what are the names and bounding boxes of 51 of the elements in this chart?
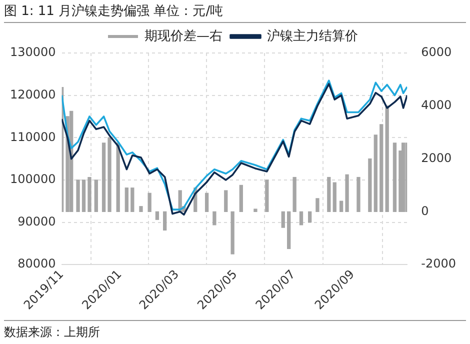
bar — [230, 211, 234, 254]
bar — [308, 211, 312, 223]
bar — [155, 211, 160, 220]
bar — [281, 211, 285, 228]
bar — [374, 134, 378, 212]
legend-label: 沪镍主力结算价 — [267, 28, 358, 44]
y-tick-label: 90000 — [18, 214, 56, 228]
bar — [327, 176, 331, 212]
y2-tick-label: -2000 — [421, 256, 456, 271]
bar — [339, 200, 344, 212]
bar — [76, 180, 80, 212]
bar — [130, 188, 134, 212]
bar — [88, 176, 92, 212]
bar — [163, 211, 167, 231]
y2-tick-label: 6000 — [421, 45, 452, 60]
bar — [316, 198, 320, 212]
y2-tick-label: 0 — [421, 204, 429, 218]
y2-tick-label: 4000 — [421, 98, 452, 112]
bar — [204, 192, 209, 212]
bar — [224, 190, 228, 212]
chart-title: 图 1: 11 月沪镍走势偏强 单位：元/吨 — [4, 2, 466, 23]
bar — [385, 106, 389, 212]
bar — [392, 142, 397, 212]
source-note: 数据来源：上期所 — [4, 320, 466, 341]
bar — [265, 180, 269, 212]
y-tick-label: 130000 — [10, 45, 56, 60]
bar — [94, 180, 98, 212]
y-tick-label: 80000 — [18, 256, 56, 271]
y2-tick-label: 2000 — [421, 150, 452, 165]
y-tick-label: 110000 — [10, 130, 56, 144]
y-tick-label: 100000 — [10, 172, 56, 186]
bar — [239, 184, 243, 212]
y-tick-label: 120000 — [10, 87, 56, 102]
bar — [212, 211, 216, 226]
bar — [139, 206, 143, 212]
bar — [102, 142, 106, 212]
bar — [345, 174, 349, 212]
bar — [401, 142, 406, 212]
bar — [108, 137, 112, 212]
bar — [332, 182, 336, 212]
bar — [368, 158, 372, 212]
bar — [356, 176, 360, 212]
bar — [124, 188, 129, 212]
bar — [299, 211, 304, 226]
bar — [254, 208, 258, 212]
bar — [380, 124, 384, 212]
bar — [292, 176, 296, 212]
bar — [287, 211, 291, 250]
bar — [82, 180, 86, 212]
bar — [148, 192, 152, 212]
legend-label: 期现价差—右 — [144, 28, 222, 44]
